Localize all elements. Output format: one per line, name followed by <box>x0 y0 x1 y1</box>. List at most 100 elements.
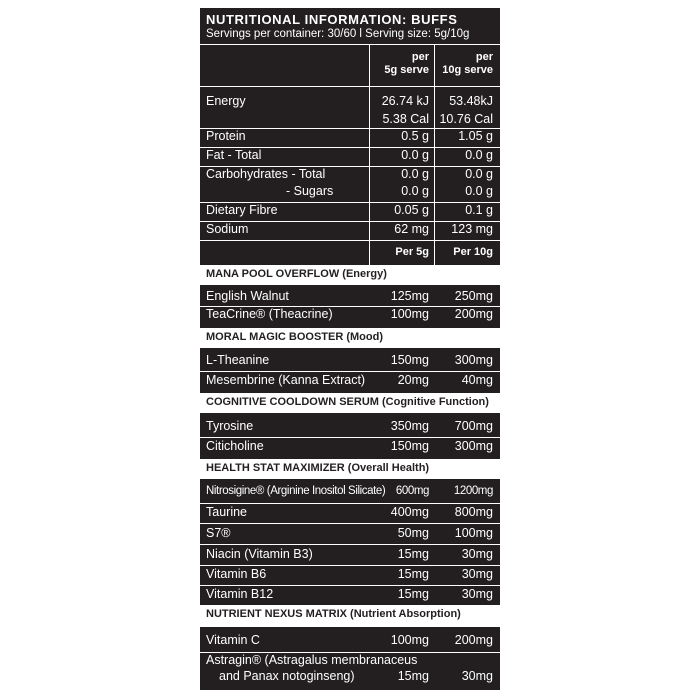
ingredient-label: Tyrosine <box>206 419 254 433</box>
nutrient-value-5g: 0.0 g <box>401 184 429 198</box>
section-title: COGNITIVE COOLDOWN SERUM <box>206 396 379 408</box>
ingredient-label: Mesembrine (Kanna Extract) <box>206 373 366 387</box>
section-header-mood: MORAL MAGIC BOOSTER (Mood) <box>200 328 500 348</box>
divider <box>200 652 500 653</box>
ingredient-value-10g: 1200mg <box>453 485 494 497</box>
nutrient-value-5g: 0.05 g <box>394 203 429 217</box>
nutrient-value-5g: 0.0 g <box>401 148 429 162</box>
ingredient-value-5g: 100mg <box>390 633 429 647</box>
section-title-group: HEALTH STAT MAXIMIZER (Overall Health) <box>206 462 429 474</box>
section-title-group: MORAL MAGIC BOOSTER (Mood) <box>206 331 383 343</box>
ingredient-value-5g: 15mg <box>397 547 429 561</box>
column-separator <box>434 44 435 266</box>
nutrient-value-5g: 62 mg <box>394 222 429 236</box>
ingredient-label: Citicholine <box>206 439 264 453</box>
ingredient-label: Vitamin B6 <box>206 567 267 581</box>
energy-kj-5g: 26.74 kJ <box>381 94 429 108</box>
divider <box>200 544 500 545</box>
nutrient-value-10g: 0.0 g <box>465 184 493 198</box>
ingredient-value-5g: 150mg <box>390 439 429 453</box>
nutrient-value-10g: 0.0 g <box>465 148 493 162</box>
section-title: MORAL MAGIC BOOSTER <box>206 331 344 343</box>
col-header-10g: per 10g serve <box>442 51 493 77</box>
section-title-group: NUTRIENT NEXUS MATRIX (Nutrient Absorpti… <box>206 608 461 620</box>
divider <box>200 371 500 372</box>
section-title-group: COGNITIVE COOLDOWN SERUM (Cognitive Func… <box>206 396 489 408</box>
divider <box>200 166 500 167</box>
divider <box>200 44 500 45</box>
ingredient-value-10g: 700mg <box>454 419 493 433</box>
section-subtitle: (Nutrient Absorption) <box>346 608 461 620</box>
section-title: MANA POOL OVERFLOW <box>206 268 340 280</box>
col-header-5g-line2: 5g serve <box>384 64 429 76</box>
divider <box>200 202 500 203</box>
nutrient-value-5g: 0.5 g <box>401 129 429 143</box>
section-title: HEALTH STAT MAXIMIZER <box>206 462 345 474</box>
ingredient-value-10g: 30mg <box>461 669 493 683</box>
nutrient-value-10g: 1.05 g <box>458 129 493 143</box>
ingredient-value-10g: 300mg <box>454 353 493 367</box>
divider <box>200 565 500 566</box>
ingredient-value-10g: 30mg <box>461 587 493 601</box>
ingredient-value-5g: 15mg <box>397 669 429 683</box>
ingredient-label: Niacin (Vitamin B3) <box>206 547 313 561</box>
ingredient-value-10g: 300mg <box>454 439 493 453</box>
nutrient-value-10g: 0.1 g <box>465 203 493 217</box>
ingredient-value-5g: 150mg <box>390 353 429 367</box>
ingredient-value-10g: 40mg <box>461 373 493 387</box>
section-subtitle: (Overall Health) <box>344 462 430 474</box>
per-5g-header: Per 5g <box>395 246 429 258</box>
energy-cal-5g: 5.38 Cal <box>382 112 429 126</box>
servings-info: Servings per container: 30/60 l Serving … <box>206 28 470 40</box>
divider <box>200 585 500 586</box>
nutrient-label: Dietary Fibre <box>206 203 278 217</box>
ingredient-label: S7® <box>206 526 231 540</box>
nutrient-label: Carbohydrates - Total <box>206 167 326 181</box>
divider <box>200 437 500 438</box>
ingredient-value-5g: 15mg <box>397 567 429 581</box>
ingredient-label: and Panax notoginseng) <box>219 669 355 683</box>
ingredient-value-5g: 350mg <box>390 419 429 433</box>
nutrient-label: - Sugars <box>286 184 334 198</box>
ingredient-value-10g: 200mg <box>454 307 493 321</box>
col-header-10g-line2: 10g serve <box>442 64 493 76</box>
section-subtitle: (Cognitive Function) <box>378 396 489 408</box>
ingredient-value-5g: 400mg <box>390 505 429 519</box>
nutrient-label: Protein <box>206 129 246 143</box>
ingredient-value-5g: 600mg <box>395 485 430 497</box>
ingredient-value-5g: 50mg <box>397 526 429 540</box>
ingredient-value-5g: 20mg <box>397 373 429 387</box>
divider <box>200 306 500 307</box>
section-subtitle: (Energy) <box>339 268 387 280</box>
col-header-10g-line1: per <box>475 51 493 63</box>
column-separator <box>369 44 370 266</box>
section-header-cognitive: COGNITIVE COOLDOWN SERUM (Cognitive Func… <box>200 393 500 413</box>
per-10g-header: Per 10g <box>453 246 493 258</box>
ingredient-value-10g: 250mg <box>454 289 493 303</box>
ingredient-label: Astragin® (Astragalus membranaceus <box>206 653 418 667</box>
ingredient-label: Vitamin C <box>206 633 260 647</box>
nutrient-value-10g: 123 mg <box>451 222 493 236</box>
ingredient-value-10g: 30mg <box>461 567 493 581</box>
ingredient-label: English Walnut <box>206 289 289 303</box>
section-subtitle: (Mood) <box>343 331 383 343</box>
nutrient-label: Fat - Total <box>206 148 262 162</box>
nutrition-panel: NUTRITIONAL INFORMATION: BUFFS Servings … <box>200 8 500 690</box>
divider <box>200 86 500 87</box>
ingredient-label: Taurine <box>206 505 247 519</box>
ingredient-value-10g: 30mg <box>461 547 493 561</box>
section-title-group: MANA POOL OVERFLOW (Energy) <box>206 268 387 280</box>
col-header-5g: per 5g serve <box>384 51 429 77</box>
ingredient-value-10g: 200mg <box>454 633 493 647</box>
ingredient-value-5g: 15mg <box>397 587 429 601</box>
divider <box>200 221 500 222</box>
divider <box>200 523 500 524</box>
nutrient-value-5g: 0.0 g <box>401 167 429 181</box>
section-header-nutrient: NUTRIENT NEXUS MATRIX (Nutrient Absorpti… <box>200 605 500 627</box>
section-title: NUTRIENT NEXUS MATRIX <box>206 608 347 620</box>
energy-label: Energy <box>206 94 246 108</box>
ingredient-value-5g: 125mg <box>390 289 429 303</box>
section-header-health: HEALTH STAT MAXIMIZER (Overall Health) <box>200 459 500 479</box>
ingredient-label: Nitrosigine® (Arginine Inositol Silicate… <box>206 485 386 497</box>
section-header-energy: MANA POOL OVERFLOW (Energy) <box>200 265 500 285</box>
